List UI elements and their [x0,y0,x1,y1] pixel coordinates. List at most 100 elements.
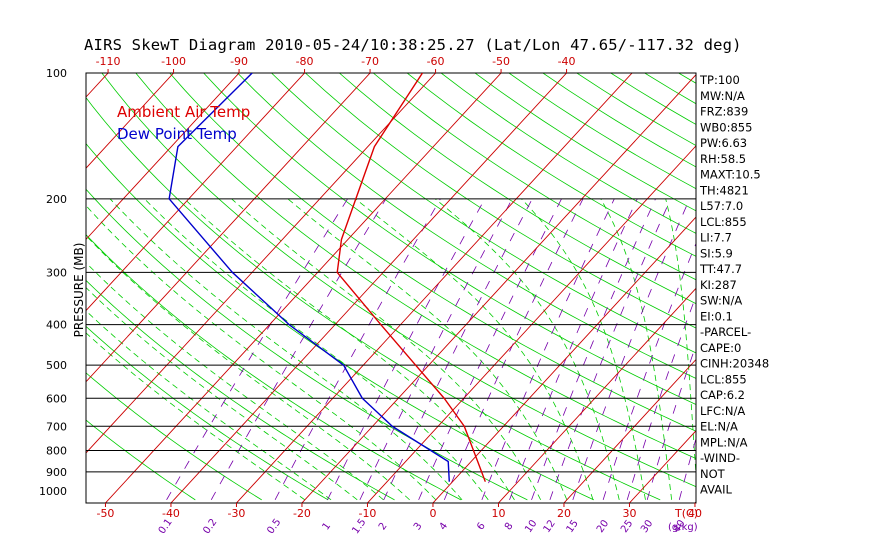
mixing-ratio-label: 25 [619,518,635,535]
isotherm [821,32,870,508]
mixing-ratio-line [626,295,696,500]
mixing-ratio-line [359,198,513,501]
pressure-tick-label: 800 [46,444,67,457]
stat-item: WB0:855 [700,120,752,134]
dry-adiabat [372,73,696,281]
mixing-ratio-label: 0.2 [201,517,219,536]
mixing-ratio-line [418,198,562,501]
stat-item: LCL:855 [700,372,747,386]
isotherm [432,216,696,503]
stat-item: -PARCEL- [700,325,751,339]
top-temp-label: -80 [296,55,314,68]
stat-item: L57:7.0 [700,199,743,213]
moist-adiabat [86,287,358,501]
dry-adiabat [86,188,528,501]
air-temp-line [336,73,486,482]
stat-item: -WIND- [700,451,740,465]
isotherm [301,74,696,503]
dry-adiabat [474,73,696,212]
pressure-tick-label: 900 [46,466,67,479]
dry-adiabat [814,73,870,500]
mixing-ratio-label: 20 [595,518,611,535]
mixing-ratio-label: 3 [412,521,425,533]
moist-adiabat [86,235,410,501]
stat-item: MAXT:10.5 [700,168,761,182]
stat-item: CINH:20348 [700,357,769,371]
isotherm [563,358,696,503]
mixing-ratio-label: 4 [438,521,451,533]
stat-item: MPL:N/A [700,435,748,449]
pressure-tick-label: 700 [46,420,67,433]
isotherm [86,73,175,169]
stat-item: RH:58.5 [700,152,746,166]
bottom-temp-label: -10 [358,507,376,520]
bottom-temp-label: 40 [688,507,702,520]
top-temp-label: -40 [558,55,576,68]
mixing-ratio-line [274,198,441,501]
isotherm [86,73,240,241]
moist-adiabat [231,198,542,501]
dry-adiabat [780,73,870,500]
dry-adiabat [203,73,696,405]
mixing-ratio-label: 12 [542,518,558,535]
stat-item: FRZ:839 [700,105,748,119]
legend-air-temp: Ambient Air Temp [117,103,250,121]
moist-adiabat [287,198,568,501]
mixing-ratio-line [531,198,656,500]
moist-adiabat [86,262,384,501]
mixing-ratio-line [166,198,348,501]
dry-adiabat [86,325,329,501]
mixing-ratio-line [572,198,690,500]
profiles [168,73,486,482]
grid-layer [86,32,870,508]
mixing-ratio-label: 30 [639,518,655,535]
bottom-temp-label: 0 [429,507,436,520]
dry-adiabat [86,419,196,501]
stat-item: CAPE:0 [700,341,741,355]
top-temp-label: -90 [230,55,248,68]
moist-adiabats [86,198,696,501]
isotherm [86,73,437,454]
moist-adiabat [86,310,332,501]
moist-adiabat [109,198,463,501]
pressure-tick-label: 400 [46,319,67,332]
mixing-ratio-label: 10 [523,518,539,535]
moist-adiabat [521,198,646,500]
moist-adiabat [434,198,620,500]
mixing-ratio-label: 8 [503,521,516,533]
isotherm [104,73,502,503]
dry-adiabat [271,73,696,354]
stat-item: EI:0.1 [700,309,733,323]
dry-adiabat [169,73,696,432]
pressure-tick-label: 200 [46,193,67,206]
mixing-ratio-label: 15 [565,518,581,535]
mixing-ratio-lines [166,198,696,501]
legend-dew-point: Dew Point Temp [117,125,237,143]
moist-adiabat [600,198,673,500]
bottom-temp-label: -40 [162,507,180,520]
mixing-ratio-label: 2 [377,521,390,533]
isotherm [756,32,870,508]
top-temp-label: -110 [96,55,121,68]
stat-item: NOT [700,467,726,481]
top-temp-label: -50 [492,55,510,68]
mixing-ratio-line [646,343,696,500]
dry-adiabat [86,96,661,501]
stat-item: KI:287 [700,278,737,292]
dry-adiabat [440,73,696,234]
dry-adiabat [305,73,696,329]
stat-item: LFC:N/A [700,404,745,418]
mixing-ratio-unit: (g/kg) [668,522,698,533]
dry-adiabat [86,372,262,501]
dry-adiabat [508,73,696,190]
dry-adiabat [848,73,870,500]
stat-item: CAP:6.2 [700,388,745,402]
chart-title: AIRS SkewT Diagram 2010-05-24/10:38:25.2… [84,36,742,54]
y-axis-label: PRESSURE (MB) [72,243,86,338]
isotherm [497,287,696,503]
mixing-ratio-line [549,198,672,500]
x-axis-label: T(C) [674,507,698,520]
stat-item: AVAIL [700,483,733,497]
dry-adiabat [86,143,594,501]
